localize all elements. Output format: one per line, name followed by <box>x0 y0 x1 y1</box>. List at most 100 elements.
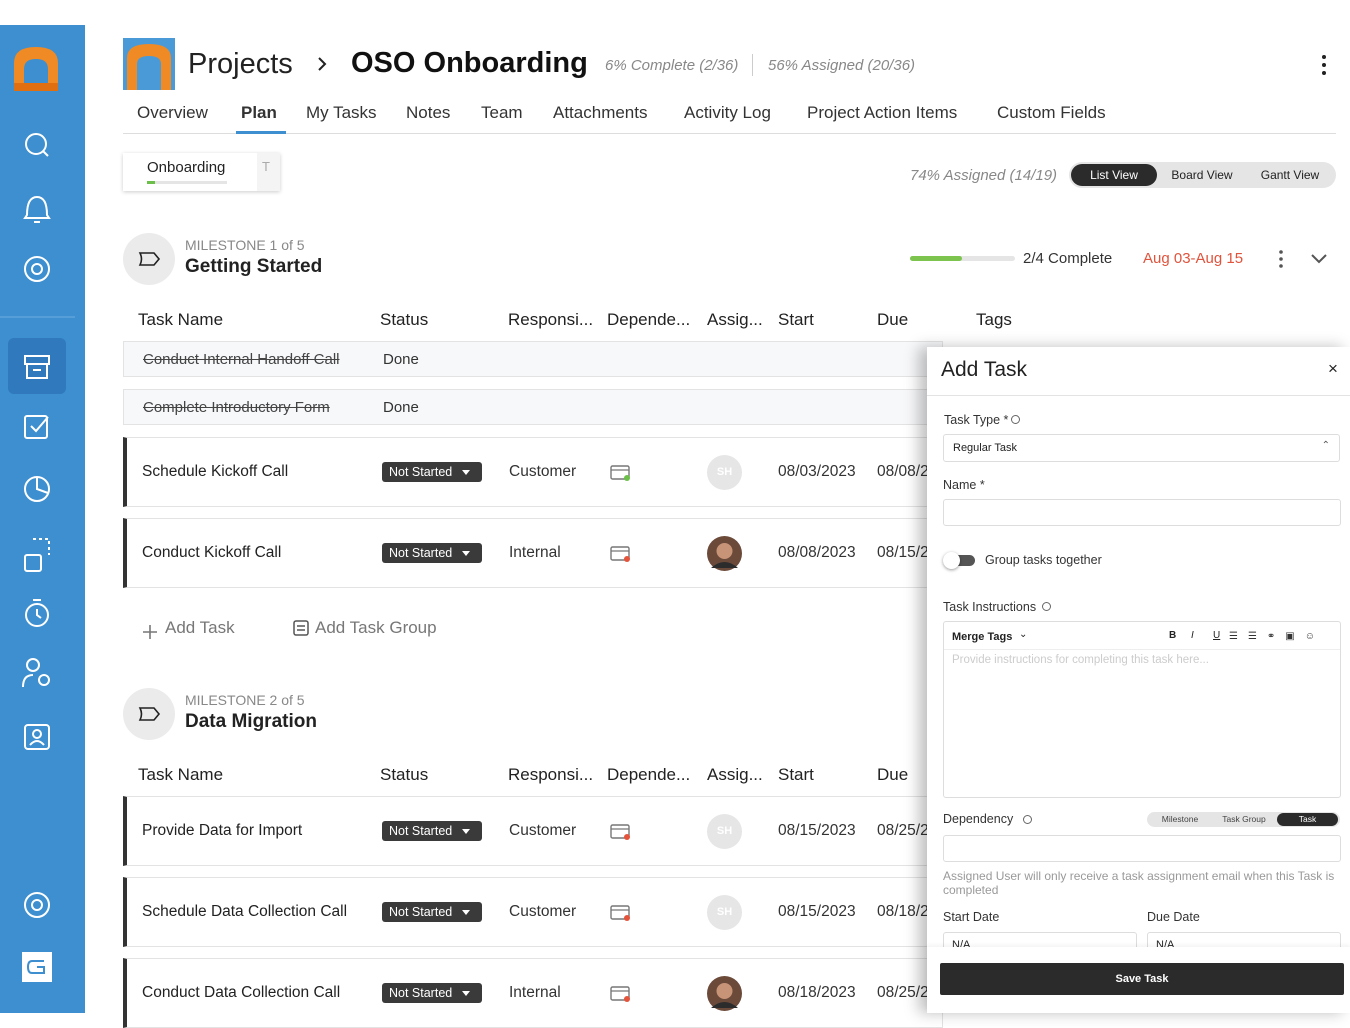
toolbar-button[interactable]: I <box>1191 630 1194 641</box>
milestone-dates: Aug 03-Aug 15 <box>1143 250 1244 267</box>
toolbar-icons: ☰☰⚭▣☺ <box>1229 631 1325 642</box>
add-task-link[interactable]: Add Task <box>165 618 235 637</box>
view-option[interactable]: Board View <box>1171 168 1233 182</box>
task-row[interactable]: Provide Data for Import Not Started Custom… <box>123 796 955 866</box>
task-responsible: Internal <box>509 984 561 1001</box>
column-header: Task Name <box>138 310 224 329</box>
progress-fill <box>910 256 962 261</box>
subtab[interactable]: Onboarding <box>147 159 226 176</box>
task-name: Schedule Data Collection Call <box>142 903 348 920</box>
tab[interactable]: Project Action Items <box>807 103 958 122</box>
column-header: Responsi... <box>508 765 594 784</box>
task-name: Conduct Kickoff Call <box>142 544 282 561</box>
dependency-icon <box>610 823 632 846</box>
milestone-name: Getting Started <box>185 256 323 277</box>
select-arrows: ⌃ <box>1321 440 1330 451</box>
milestone-menu[interactable] <box>1276 249 1286 274</box>
status-pill[interactable]: Not Started <box>382 543 482 563</box>
plan-assigned: 74% Assigned (14/19) <box>910 167 1058 184</box>
divider <box>944 649 1340 650</box>
view-option[interactable]: Gantt View <box>1260 168 1320 182</box>
field-label: Start Date <box>943 910 1000 924</box>
status-pill[interactable]: Not Started <box>382 983 482 1003</box>
status-caret <box>462 910 470 919</box>
field-label: Dependency <box>943 812 1014 826</box>
status-pill[interactable]: Not Started <box>382 821 482 841</box>
panel-title: Add Task <box>941 358 1027 381</box>
field-label: Due Date <box>1147 910 1200 924</box>
task-name: Schedule Kickoff Call <box>142 463 289 480</box>
task-status: Done <box>383 399 419 416</box>
task-name: Complete Introductory Form <box>143 399 330 416</box>
add-task-panel: Add Task × Task Type * Regular Task ⌃ Nam… <box>927 347 1350 1013</box>
task-row[interactable]: Conduct Data Collection Call Not Started I… <box>123 958 955 1028</box>
view-option[interactable]: List View <box>1071 164 1157 186</box>
dependency-select[interactable] <box>943 835 1341 862</box>
toolbar-button[interactable]: B <box>1169 630 1177 641</box>
status-pill[interactable]: Not Started <box>382 902 482 922</box>
more-menu[interactable] <box>1318 54 1330 76</box>
breadcrumb-chevron <box>318 57 327 71</box>
task-status: Done <box>383 351 419 368</box>
task-name: Provide Data for Import <box>142 822 303 839</box>
subtab-card: Onboarding T <box>123 153 280 191</box>
tab[interactable]: Notes <box>406 103 451 122</box>
task-start: 08/08/2023 <box>778 544 856 561</box>
dropdown-caret: ⌄ <box>1019 629 1028 640</box>
column-header: Status <box>380 310 429 329</box>
add-icon <box>142 620 158 646</box>
name-input[interactable] <box>943 499 1341 526</box>
subtab[interactable]: T <box>262 159 270 174</box>
complete-stat: 6% Complete (2/36) <box>605 57 739 74</box>
tab[interactable]: Custom Fields <box>997 103 1106 122</box>
task-row[interactable]: Schedule Kickoff Call Not Started Customer… <box>123 437 955 507</box>
dependency-option[interactable]: Milestone <box>1161 814 1199 824</box>
tab[interactable]: Team <box>481 103 523 122</box>
close-button[interactable]: × <box>1328 359 1338 378</box>
toggle[interactable] <box>943 552 975 569</box>
add-task-group-link[interactable]: Add Task Group <box>315 618 437 637</box>
task-row-done[interactable]: Conduct Internal Handoff Call Done <box>123 341 943 377</box>
save-button[interactable]: Save Task <box>940 963 1344 995</box>
status-pill[interactable]: Not Started <box>382 462 482 482</box>
field-label: Task Type * <box>944 413 1009 427</box>
column-header: Assig... <box>707 310 763 329</box>
status-caret <box>462 551 470 560</box>
assignee-photo <box>707 976 742 1016</box>
toolbar-button[interactable]: U <box>1213 630 1221 641</box>
dependency-option[interactable]: Task <box>1277 813 1338 826</box>
milestone-name: Data Migration <box>185 711 317 732</box>
task-row-done[interactable]: Complete Introductory Form Done <box>123 389 943 425</box>
task-row[interactable]: Schedule Data Collection Call Not Started… <box>123 877 955 947</box>
collapse-chevron[interactable] <box>1310 252 1328 270</box>
task-start: 08/15/2023 <box>778 903 856 920</box>
milestone-label: MILESTONE 1 of 5 <box>185 237 305 253</box>
task-type-select[interactable]: Regular Task ⌃ <box>943 434 1340 462</box>
tab[interactable]: Attachments <box>553 103 648 122</box>
tab[interactable]: Plan <box>241 103 277 122</box>
sidebar <box>0 25 85 1013</box>
divider <box>752 54 753 76</box>
milestone-icon <box>123 688 175 740</box>
tab[interactable]: Activity Log <box>684 103 771 122</box>
assignee-avatar: SH <box>707 895 742 930</box>
select-value: Regular Task <box>953 442 1017 454</box>
task-responsible: Customer <box>509 822 577 839</box>
progress-text: 2/4 Complete <box>1023 250 1113 267</box>
task-row[interactable]: Conduct Kickoff Call Not Started Internal 0… <box>123 518 955 588</box>
dependency-option[interactable]: Task Group <box>1222 814 1266 824</box>
task-responsible: Internal <box>509 544 561 561</box>
assignee-avatar: SH <box>707 814 742 849</box>
subtab-progress <box>147 181 227 184</box>
info-icon <box>1023 815 1032 824</box>
column-header: Start <box>778 310 814 329</box>
merge-tags[interactable]: Merge Tags <box>952 631 1013 643</box>
sidebar-icons <box>0 47 75 982</box>
milestone-progress <box>910 256 1015 261</box>
dependency-icon <box>610 904 632 927</box>
tab[interactable]: My Tasks <box>306 103 377 122</box>
column-header: Depende... <box>607 310 691 329</box>
tab[interactable]: Overview <box>137 103 208 122</box>
instructions-editor[interactable]: Merge Tags ⌄ B I U ☰☰⚭▣☺ Provide instructi… <box>943 621 1341 798</box>
